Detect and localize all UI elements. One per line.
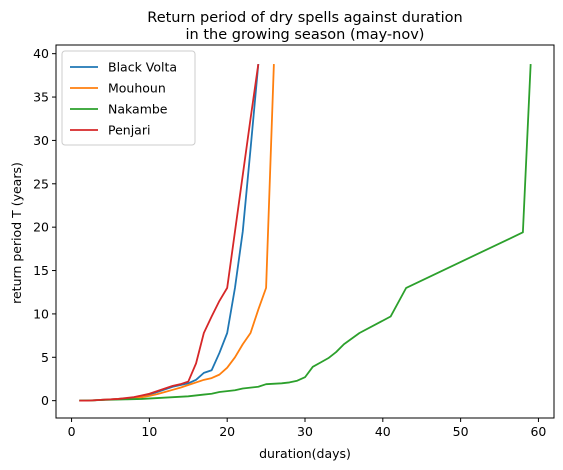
x-tick-label: 10 bbox=[141, 424, 157, 439]
y-tick-label: 0 bbox=[41, 393, 49, 408]
x-tick-label: 20 bbox=[219, 424, 235, 439]
y-tick-label: 20 bbox=[33, 220, 49, 235]
legend-label-nakambe: Nakambe bbox=[108, 102, 168, 117]
y-axis-label: return period T (years) bbox=[9, 162, 24, 304]
legend-box bbox=[61, 50, 196, 146]
y-tick-label: 30 bbox=[33, 133, 49, 148]
x-tick-label: 60 bbox=[530, 424, 546, 439]
plot-area: 0 10 20 30 40 50 60 0 5 10 15 20 25 30 35 40 Black Volta… bbox=[33, 44, 555, 439]
x-tick-label: 0 bbox=[68, 424, 76, 439]
x-tick-label: 50 bbox=[453, 424, 469, 439]
x-tick-label: 40 bbox=[375, 424, 391, 439]
y-tick-label: 10 bbox=[33, 306, 49, 321]
series-line-nakambe bbox=[79, 64, 532, 402]
legend-label-mouhoun: Mouhoun bbox=[108, 81, 166, 96]
y-tick-label: 40 bbox=[33, 46, 49, 61]
y-tick-label: 15 bbox=[33, 263, 49, 278]
x-tick-label: 30 bbox=[297, 424, 313, 439]
x-axis-label: duration(days) bbox=[259, 446, 351, 461]
chart-title-line-2: in the growing season (may-nov) bbox=[186, 27, 425, 43]
legend-label-penjari: Penjari bbox=[108, 123, 150, 138]
y-tick-label: 5 bbox=[41, 350, 49, 365]
y-tick-label: 35 bbox=[33, 90, 49, 105]
chart-title-line-1: Return period of dry spells against dura… bbox=[147, 10, 462, 26]
series-line-penjari bbox=[79, 63, 260, 402]
y-tick-label: 25 bbox=[33, 176, 49, 191]
legend-label-black-volta: Black Volta bbox=[108, 60, 177, 75]
